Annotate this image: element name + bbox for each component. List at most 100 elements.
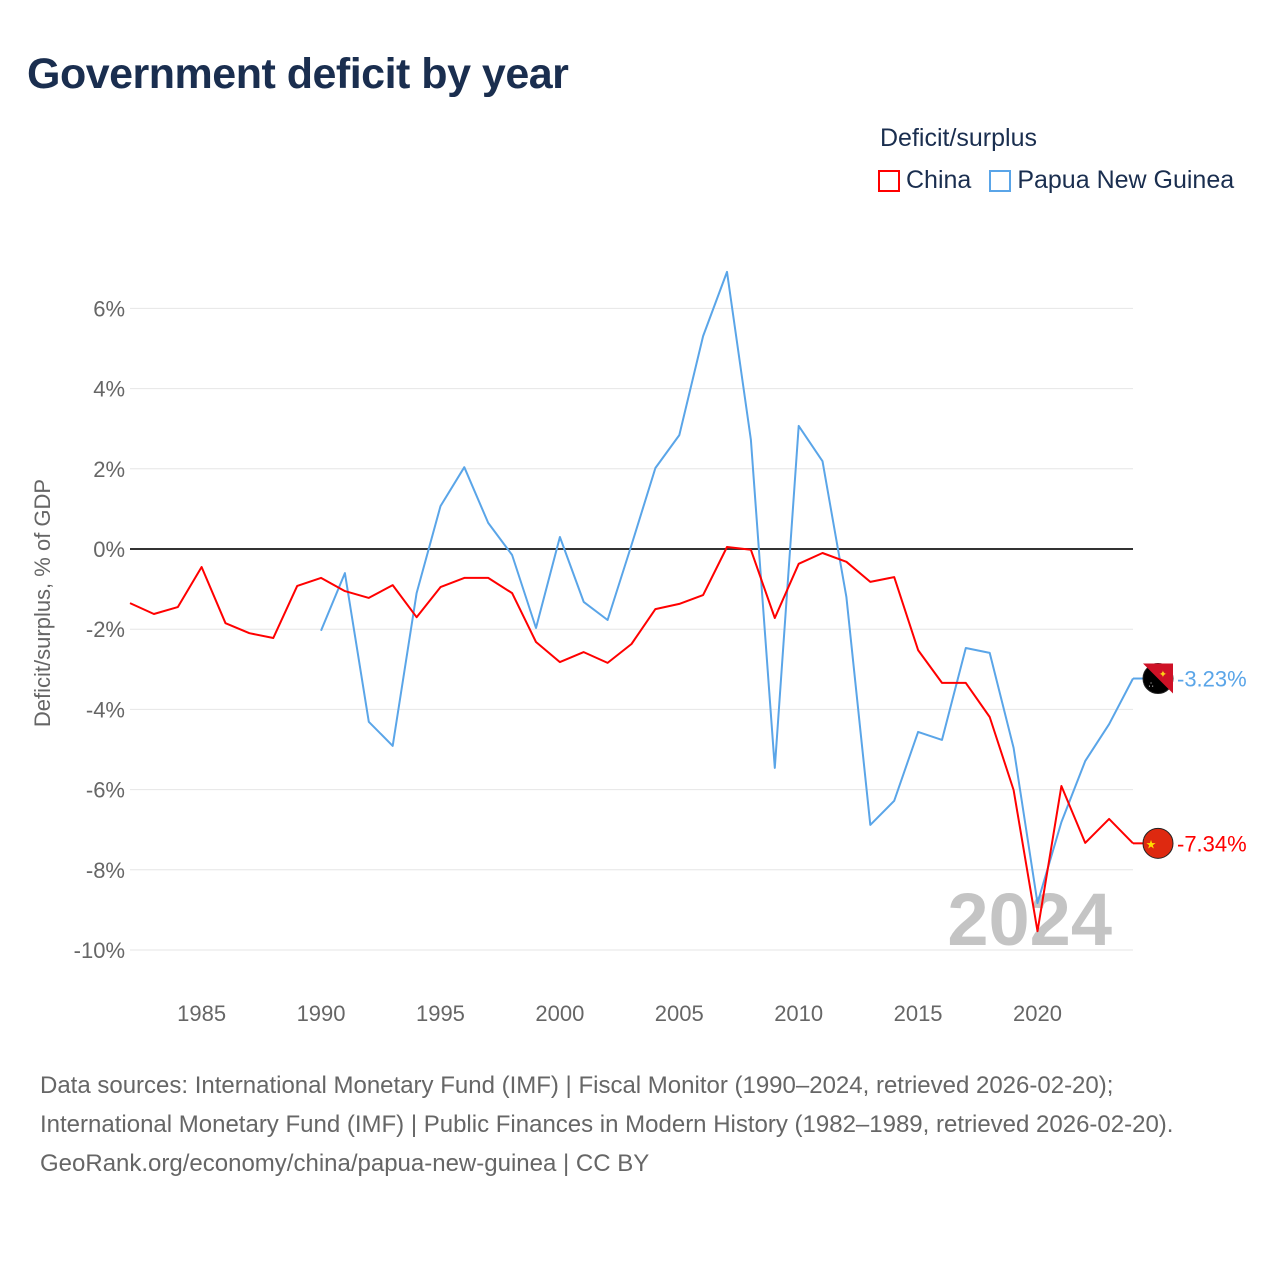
y-tick-label: 4% [93, 377, 125, 402]
data-point [630, 642, 634, 646]
data-point [940, 738, 944, 742]
x-tick-label: 1985 [177, 1001, 226, 1026]
data-point [749, 438, 753, 442]
data-point [486, 576, 490, 580]
year-watermark: 2024 [947, 878, 1112, 961]
data-point [725, 270, 729, 274]
data-point [1035, 929, 1039, 933]
data-point [438, 504, 442, 508]
y-tick-label: -8% [86, 858, 125, 883]
data-point [319, 576, 323, 580]
data-point [701, 334, 705, 338]
legend: China Papua New Guinea [878, 166, 1234, 195]
data-point [940, 681, 944, 685]
data-point [200, 565, 204, 569]
data-point [606, 618, 610, 622]
legend-swatch-png [989, 169, 1012, 192]
data-point [1083, 759, 1087, 763]
data-point [653, 466, 657, 470]
data-point [677, 433, 681, 437]
flag-bird: ✦ [1159, 670, 1167, 681]
end-value-label: -7.34% [1177, 831, 1247, 856]
line-chart: 6% 4% 2% 0% -2% -4% -6% -8% -10% 1985 1990 1995 2000… [30, 270, 1247, 1026]
data-point [749, 548, 753, 552]
data-point [534, 640, 538, 644]
data-point [844, 560, 848, 564]
data-point [821, 459, 825, 463]
legend-item-papua-new-guinea[interactable]: Papua New Guinea [989, 166, 1234, 195]
data-point [343, 571, 347, 575]
data-point [152, 612, 156, 616]
y-tick-label: -10% [74, 938, 125, 963]
chart-title: Government deficit by year [27, 50, 569, 98]
data-point [462, 576, 466, 580]
data-point [510, 553, 514, 557]
series-line-china [129, 546, 1134, 933]
data-point [438, 585, 442, 589]
data-point [797, 562, 801, 566]
x-tick-label: 2000 [535, 1001, 584, 1026]
footer: Data sources: International Monetary Fun… [40, 1066, 1240, 1183]
y-tick-label: -6% [86, 778, 125, 803]
legend-label-china: China [906, 166, 972, 194]
data-point [367, 596, 371, 600]
data-point [630, 543, 634, 547]
data-point [773, 766, 777, 770]
data-point [247, 631, 251, 635]
x-tick-label: 1995 [416, 1001, 465, 1026]
y-tick-label: 6% [93, 296, 125, 321]
data-point [1107, 722, 1111, 726]
data-point [343, 589, 347, 593]
data-point [582, 600, 586, 604]
data-point [964, 681, 968, 685]
data-point [510, 591, 514, 595]
y-tick-label: 2% [93, 457, 125, 482]
china-flag-icon [1142, 827, 1174, 859]
data-point [725, 545, 729, 549]
x-tick-label: 2015 [894, 1001, 943, 1026]
data-point [319, 629, 323, 633]
data-point [677, 602, 681, 606]
data-point [1012, 746, 1016, 750]
data-point [916, 730, 920, 734]
data-point [606, 661, 610, 665]
credit-link[interactable]: GeoRank.org/economy/china/papua-new-guin… [40, 1150, 650, 1177]
y-axis-label: Deficit/surplus, % of GDP [30, 479, 55, 727]
flag-stars: ∴ [1148, 681, 1153, 690]
data-point [391, 583, 395, 587]
data-point [462, 465, 466, 469]
data-point [1059, 820, 1063, 824]
x-tick-label: 2020 [1013, 1001, 1062, 1026]
data-point [1012, 788, 1016, 792]
data-point [1035, 901, 1039, 905]
end-value-label: -3.23% [1177, 667, 1247, 692]
x-tick-label: 2010 [774, 1001, 823, 1026]
flag-star: ★ [1146, 837, 1157, 851]
data-point [224, 621, 228, 625]
legend-label-png: Papua New Guinea [1017, 166, 1235, 194]
data-point [1083, 841, 1087, 845]
data-point [176, 605, 180, 609]
data-point [773, 616, 777, 620]
data-point [821, 551, 825, 555]
data-point [653, 607, 657, 611]
data-point [558, 535, 562, 539]
legend-item-china[interactable]: China [878, 166, 971, 195]
x-tick-label: 1990 [297, 1001, 346, 1026]
data-point [1107, 817, 1111, 821]
data-point [582, 650, 586, 654]
y-tick-label: -4% [86, 697, 125, 722]
data-point [797, 424, 801, 428]
y-tick-label: 0% [93, 537, 125, 562]
data-point [367, 720, 371, 724]
data-point [844, 595, 848, 599]
data-point [391, 744, 395, 748]
data-point [892, 575, 896, 579]
data-point [295, 584, 299, 588]
y-tick-label: -2% [86, 617, 125, 642]
data-point [486, 521, 490, 525]
flag-red-half [1143, 663, 1173, 694]
data-sources: Data sources: International Monetary Fun… [40, 1072, 1174, 1138]
data-point [868, 580, 872, 584]
data-point [128, 601, 132, 605]
